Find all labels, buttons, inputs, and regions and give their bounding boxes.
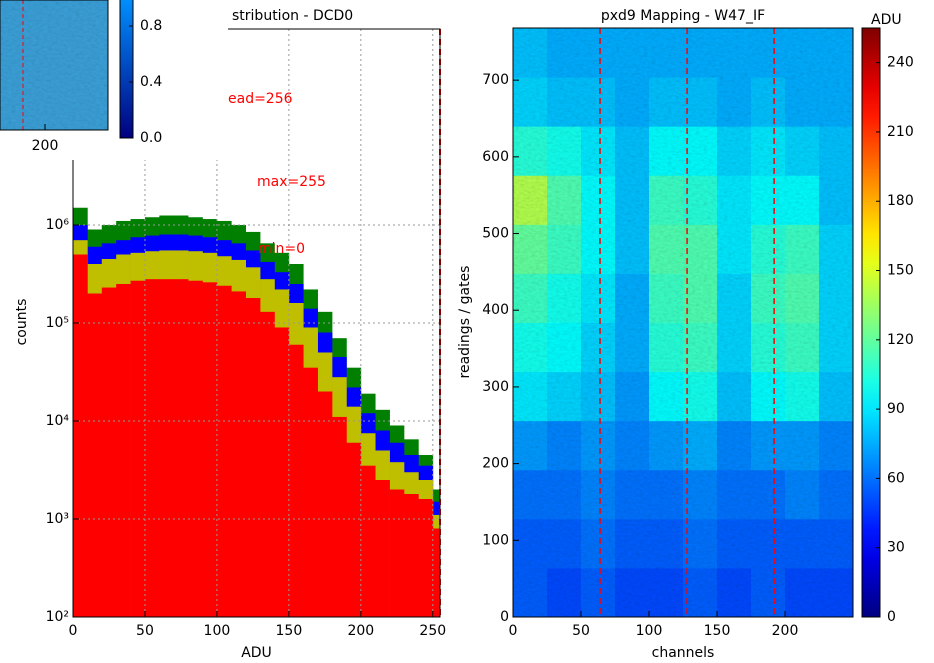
x-tick-label: 150 xyxy=(276,623,303,639)
colorbar-tick-label: 150 xyxy=(887,263,914,279)
y-tick-label: 10² xyxy=(46,609,69,625)
colorbar-tick-label: 0.8 xyxy=(140,18,162,34)
histogram-bar xyxy=(87,293,103,617)
colorbar-tick-label: 210 xyxy=(887,124,914,140)
y-tick-label: 100 xyxy=(482,532,509,548)
chart-title: pxd9 Mapping - W47_IF xyxy=(601,8,765,24)
histogram-bar xyxy=(101,287,117,617)
inset-texture xyxy=(0,0,108,130)
histogram-bar xyxy=(188,280,203,617)
colorbar-tick-label: 180 xyxy=(887,193,914,209)
y-tick-label: 700 xyxy=(482,72,509,88)
histogram-bar xyxy=(332,416,347,617)
histogram-bar xyxy=(418,498,434,617)
heatmap-texture xyxy=(513,28,853,617)
y-tick-label: 10³ xyxy=(46,511,69,527)
y-tick-label: 500 xyxy=(482,226,509,242)
y-tick-label: 300 xyxy=(482,379,509,395)
y-tick-label: 10⁶ xyxy=(46,217,70,233)
colorbar-tick-label: 240 xyxy=(887,55,914,71)
map-window: 0 50 100 150 200 0 100 200 300 400 500 600 700 0 30 60 9… xyxy=(457,8,914,661)
y-tick-label: 400 xyxy=(482,302,509,318)
plot-area xyxy=(73,207,440,617)
colorbar-tick-label: 120 xyxy=(887,332,914,348)
histogram-bar xyxy=(130,280,146,617)
histogram-bar xyxy=(317,391,333,617)
histogram-bar xyxy=(346,442,362,617)
colorbar-tick-label: 0.4 xyxy=(140,74,162,90)
histogram-bar xyxy=(288,344,304,617)
histogram-bar xyxy=(202,282,218,617)
histogram-bar xyxy=(404,493,419,617)
y-tick-label: 600 xyxy=(482,149,509,165)
y-axis-label: readings / gates xyxy=(457,266,473,379)
x-tick-label: 150 xyxy=(704,623,731,639)
x-axis-label: channels xyxy=(652,645,715,661)
x-tick-label: 0 xyxy=(69,623,78,639)
histogram-bar xyxy=(245,297,261,617)
y-tick-label: 0 xyxy=(500,609,509,625)
histogram-bar xyxy=(260,311,275,617)
x-tick-label: 50 xyxy=(572,623,590,639)
histogram-bar xyxy=(375,480,390,617)
x-tick-label: 100 xyxy=(636,623,663,639)
histogram-bar xyxy=(303,367,318,617)
x-tick-label: 0 xyxy=(509,623,518,639)
colorbar-tick-label: 60 xyxy=(887,470,905,486)
x-tick-label: 200 xyxy=(32,138,59,154)
inset-window: 0.0 0.4 0.8 200 xyxy=(0,0,228,160)
colorbar xyxy=(861,27,881,618)
histogram-bar xyxy=(73,254,88,617)
x-tick-label: 250 xyxy=(419,623,446,639)
histogram-window: 0 50 100 150 200 250 10² 10³ 10⁴ 10⁵ 10⁶ stribution… xyxy=(14,8,446,661)
axes-frame xyxy=(512,27,854,618)
colorbar-tick-label: 30 xyxy=(887,540,905,556)
colorbar-tick-label: 0 xyxy=(887,609,896,625)
x-tick-label: 200 xyxy=(772,623,799,639)
colorbar-tick-label: 0.0 xyxy=(140,130,162,146)
x-tick-label: 200 xyxy=(347,623,374,639)
annotation: ead=256 xyxy=(228,91,293,107)
chart-title: stribution - DCD0 xyxy=(232,8,353,24)
histogram-bar xyxy=(216,285,232,617)
x-axis-label: ADU xyxy=(241,645,272,661)
histogram-bar xyxy=(144,279,160,617)
colorbar-label: ADU xyxy=(871,12,902,28)
histogram-bar xyxy=(360,465,376,617)
histogram-bar xyxy=(159,279,175,617)
y-tick-label: 200 xyxy=(482,456,509,472)
histogram-bar xyxy=(116,284,131,617)
inset-colorbar xyxy=(119,0,134,139)
annotation: min=0 xyxy=(258,241,305,257)
histogram-bar xyxy=(274,327,290,617)
x-tick-label: 100 xyxy=(204,623,231,639)
x-tick-label: 50 xyxy=(136,623,154,639)
histogram-bar xyxy=(389,489,405,617)
histogram-bar xyxy=(432,528,440,617)
inset-frame xyxy=(0,0,109,131)
colorbar-tick-label: 90 xyxy=(887,401,905,417)
y-axis-label: counts xyxy=(14,299,30,346)
annotation: max=255 xyxy=(257,174,326,190)
y-tick-label: 10⁵ xyxy=(46,315,69,331)
histogram-bar xyxy=(231,291,247,617)
histogram-bar xyxy=(173,279,189,617)
y-tick-label: 10⁴ xyxy=(46,413,70,429)
